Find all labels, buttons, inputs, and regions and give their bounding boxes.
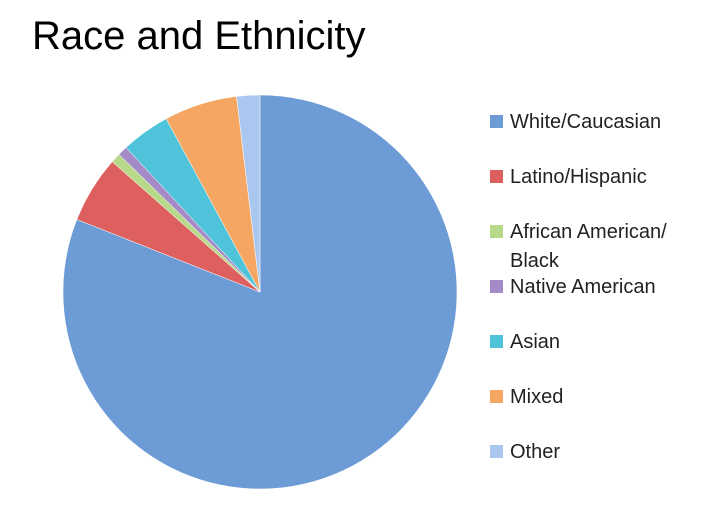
legend-swatch xyxy=(490,170,503,183)
legend-label: Latino/Hispanic xyxy=(510,166,647,188)
legend-item: Native American xyxy=(490,273,695,302)
legend-item: Asian xyxy=(490,328,695,357)
legend-item: Other xyxy=(490,438,695,467)
legend-label: Other xyxy=(510,441,561,463)
legend-swatch xyxy=(490,115,503,128)
legend-swatch xyxy=(490,445,503,458)
legend-label: White/Caucasian xyxy=(510,111,662,133)
legend-item: Mixed xyxy=(490,383,695,412)
legend-swatch xyxy=(490,225,503,238)
legend-item: Latino/Hispanic xyxy=(490,163,695,192)
legend-item: African American/ Black xyxy=(490,218,695,276)
legend-swatch xyxy=(490,280,503,293)
legend-swatch xyxy=(490,335,503,348)
legend-item: White/Caucasian xyxy=(490,108,695,137)
legend-label: Asian xyxy=(510,331,561,353)
legend-label: Mixed xyxy=(510,386,564,408)
chart-title: Race and Ethnicity xyxy=(32,14,366,58)
pie-slice xyxy=(236,94,261,293)
legend-label: African American/ Black xyxy=(510,221,667,272)
legend-label: Native American xyxy=(510,276,656,298)
legend-swatch xyxy=(490,390,503,403)
